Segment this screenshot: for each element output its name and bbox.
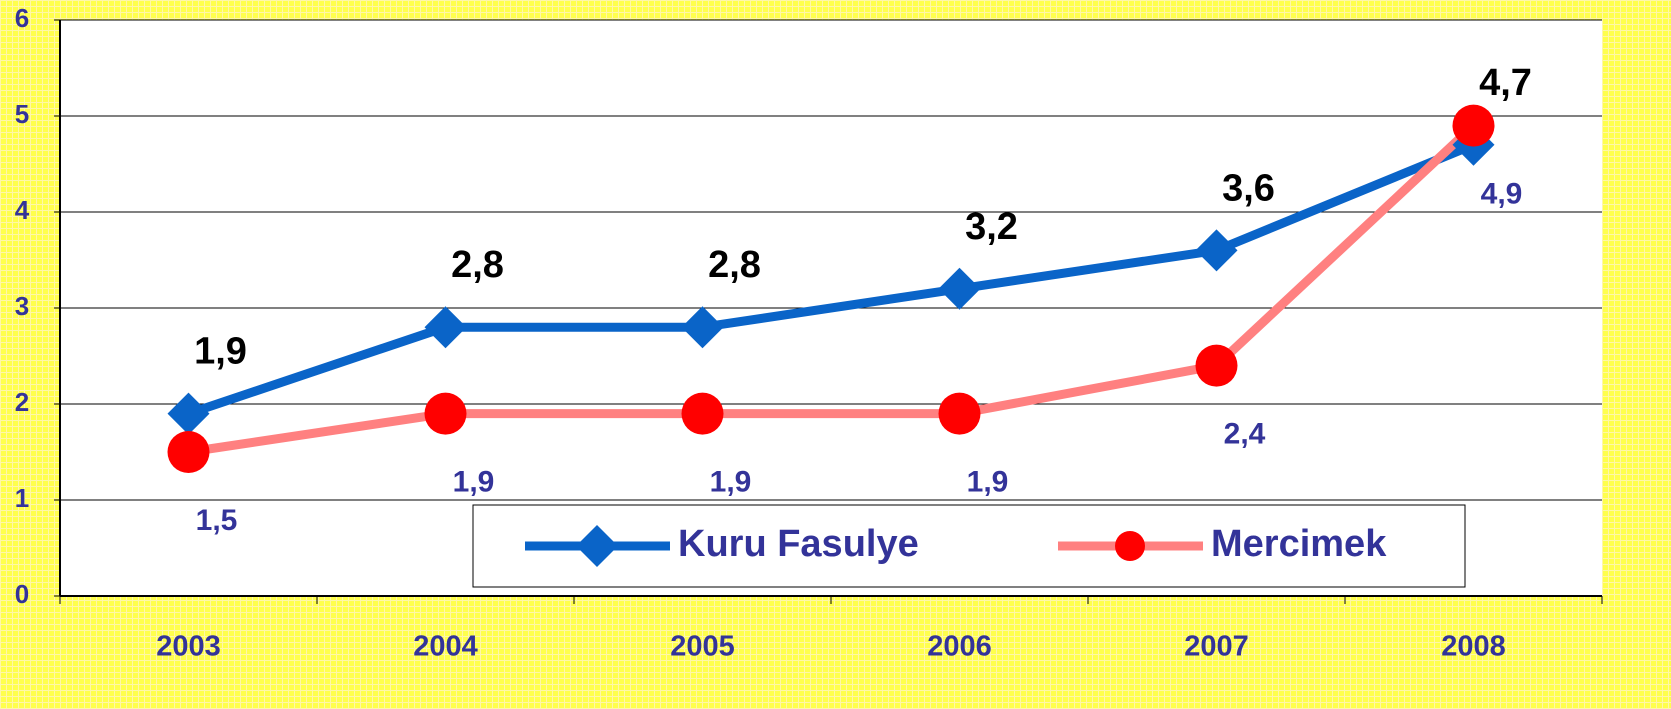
x-tick-label: 2006 (927, 631, 992, 663)
y-tick-label: 2 (15, 387, 29, 417)
data-label: 1,9 (194, 331, 247, 373)
data-label: 4,9 (1481, 178, 1523, 211)
marker (1195, 229, 1238, 272)
marker (576, 525, 618, 567)
marker (938, 392, 981, 435)
marker (424, 392, 467, 435)
marker (1115, 531, 1145, 561)
marker (167, 431, 210, 473)
legend-label: Kuru Fasulye (678, 523, 919, 565)
x-tick-label: 2008 (1441, 631, 1506, 663)
marker (1195, 344, 1238, 387)
data-label: 2,8 (708, 244, 761, 286)
data-label: 3,2 (965, 206, 1018, 248)
data-label: 4,7 (1479, 62, 1532, 104)
y-tick-label: 6 (15, 3, 29, 33)
series-line (187, 122, 1477, 457)
marker (681, 306, 724, 349)
data-label: 1,5 (196, 504, 238, 537)
data-label: 1,9 (967, 466, 1009, 499)
x-tick-label: 2003 (156, 631, 221, 663)
marker (167, 392, 210, 435)
marker (424, 306, 467, 349)
marker (938, 267, 981, 310)
data-label: 1,9 (710, 466, 752, 499)
series-line (187, 140, 1476, 418)
y-tick-label: 0 (15, 579, 29, 609)
x-tick-label: 2005 (670, 631, 735, 663)
y-tick-label: 4 (15, 195, 30, 225)
legend-label: Mercimek (1211, 523, 1387, 565)
legend: Kuru Fasulye Mercimek (472, 504, 1466, 588)
marker (681, 392, 724, 435)
y-tick-label: 1 (15, 483, 29, 513)
data-label: 2,4 (1224, 418, 1266, 451)
marker (1452, 104, 1495, 147)
data-label: 2,8 (451, 244, 504, 286)
x-tick-label: 2004 (413, 631, 478, 663)
data-label: 3,6 (1222, 167, 1275, 209)
y-tick-label: 5 (15, 99, 29, 129)
x-tick-label: 2007 (1184, 631, 1249, 663)
y-tick-label: 3 (15, 291, 29, 321)
data-label: 1,9 (453, 466, 495, 499)
